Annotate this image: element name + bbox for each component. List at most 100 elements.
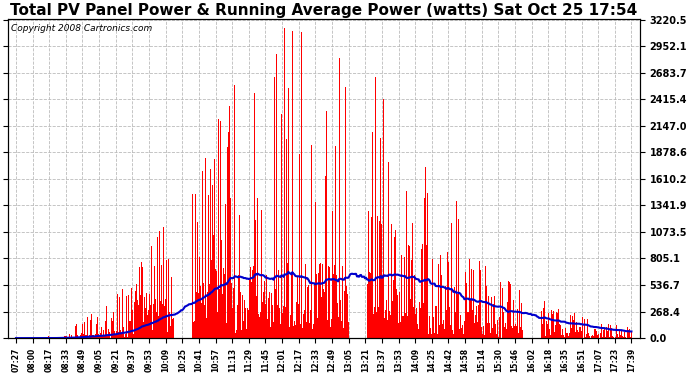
Bar (141, 267, 143, 338)
Bar (219, 289, 220, 338)
Bar (131, 288, 132, 338)
Bar (83, 334, 84, 338)
Bar (587, 319, 588, 338)
Bar (101, 327, 102, 338)
Bar (293, 326, 294, 338)
Bar (307, 286, 308, 338)
Bar (113, 312, 114, 338)
Bar (103, 330, 104, 338)
Bar (403, 316, 404, 338)
Bar (413, 308, 414, 338)
Bar (227, 147, 228, 338)
Bar (122, 289, 123, 338)
Bar (616, 325, 617, 338)
Bar (621, 331, 622, 338)
Bar (94, 336, 95, 338)
Bar (466, 284, 467, 338)
Bar (87, 316, 88, 338)
Bar (348, 185, 350, 338)
Bar (603, 330, 604, 338)
Bar (625, 337, 626, 338)
Bar (368, 211, 369, 338)
Bar (425, 167, 426, 338)
Bar (396, 290, 397, 338)
Bar (631, 332, 632, 338)
Bar (417, 324, 418, 338)
Bar (286, 139, 287, 338)
Bar (282, 313, 283, 338)
Bar (259, 317, 260, 338)
Bar (412, 223, 413, 338)
Bar (408, 245, 409, 338)
Bar (497, 337, 499, 338)
Bar (537, 330, 538, 338)
Bar (366, 318, 367, 338)
Bar (77, 335, 78, 338)
Bar (291, 273, 292, 338)
Bar (622, 336, 623, 338)
Bar (544, 301, 545, 338)
Bar (86, 335, 87, 338)
Bar (389, 311, 391, 338)
Bar (64, 336, 65, 338)
Bar (247, 308, 248, 338)
Bar (369, 272, 371, 338)
Bar (204, 305, 206, 338)
Bar (371, 217, 373, 338)
Bar (393, 280, 394, 338)
Bar (81, 333, 82, 338)
Bar (294, 321, 295, 338)
Bar (400, 322, 401, 338)
Bar (492, 328, 493, 338)
Bar (275, 289, 276, 338)
Bar (118, 332, 119, 338)
Bar (314, 284, 315, 338)
Bar (560, 324, 561, 338)
Bar (188, 241, 190, 338)
Bar (289, 327, 290, 338)
Bar (263, 292, 264, 338)
Bar (288, 88, 289, 338)
Bar (331, 319, 332, 338)
Bar (98, 334, 99, 338)
Bar (190, 318, 191, 338)
Bar (96, 324, 97, 338)
Bar (405, 313, 406, 338)
Bar (254, 93, 255, 338)
Bar (509, 282, 510, 338)
Bar (102, 336, 103, 338)
Bar (573, 320, 574, 338)
Bar (464, 321, 465, 338)
Bar (249, 278, 250, 338)
Bar (608, 324, 609, 338)
Bar (106, 306, 107, 338)
Bar (175, 254, 177, 338)
Bar (60, 337, 61, 338)
Bar (445, 286, 446, 338)
Bar (382, 274, 384, 338)
Bar (206, 318, 207, 338)
Bar (556, 312, 558, 338)
Bar (228, 132, 229, 338)
Bar (165, 299, 166, 338)
Bar (473, 270, 474, 338)
Bar (108, 329, 109, 338)
Bar (572, 316, 573, 338)
Bar (444, 329, 445, 338)
Bar (330, 327, 331, 338)
Bar (304, 310, 305, 338)
Bar (183, 255, 184, 338)
Bar (542, 324, 544, 338)
Bar (215, 269, 216, 338)
Bar (339, 300, 341, 338)
Bar (592, 334, 593, 338)
Bar (504, 323, 506, 338)
Bar (584, 319, 585, 338)
Bar (111, 318, 112, 338)
Bar (192, 315, 193, 338)
Bar (327, 320, 328, 338)
Bar (571, 328, 572, 338)
Bar (411, 260, 412, 338)
Bar (126, 296, 127, 338)
Bar (301, 32, 302, 338)
